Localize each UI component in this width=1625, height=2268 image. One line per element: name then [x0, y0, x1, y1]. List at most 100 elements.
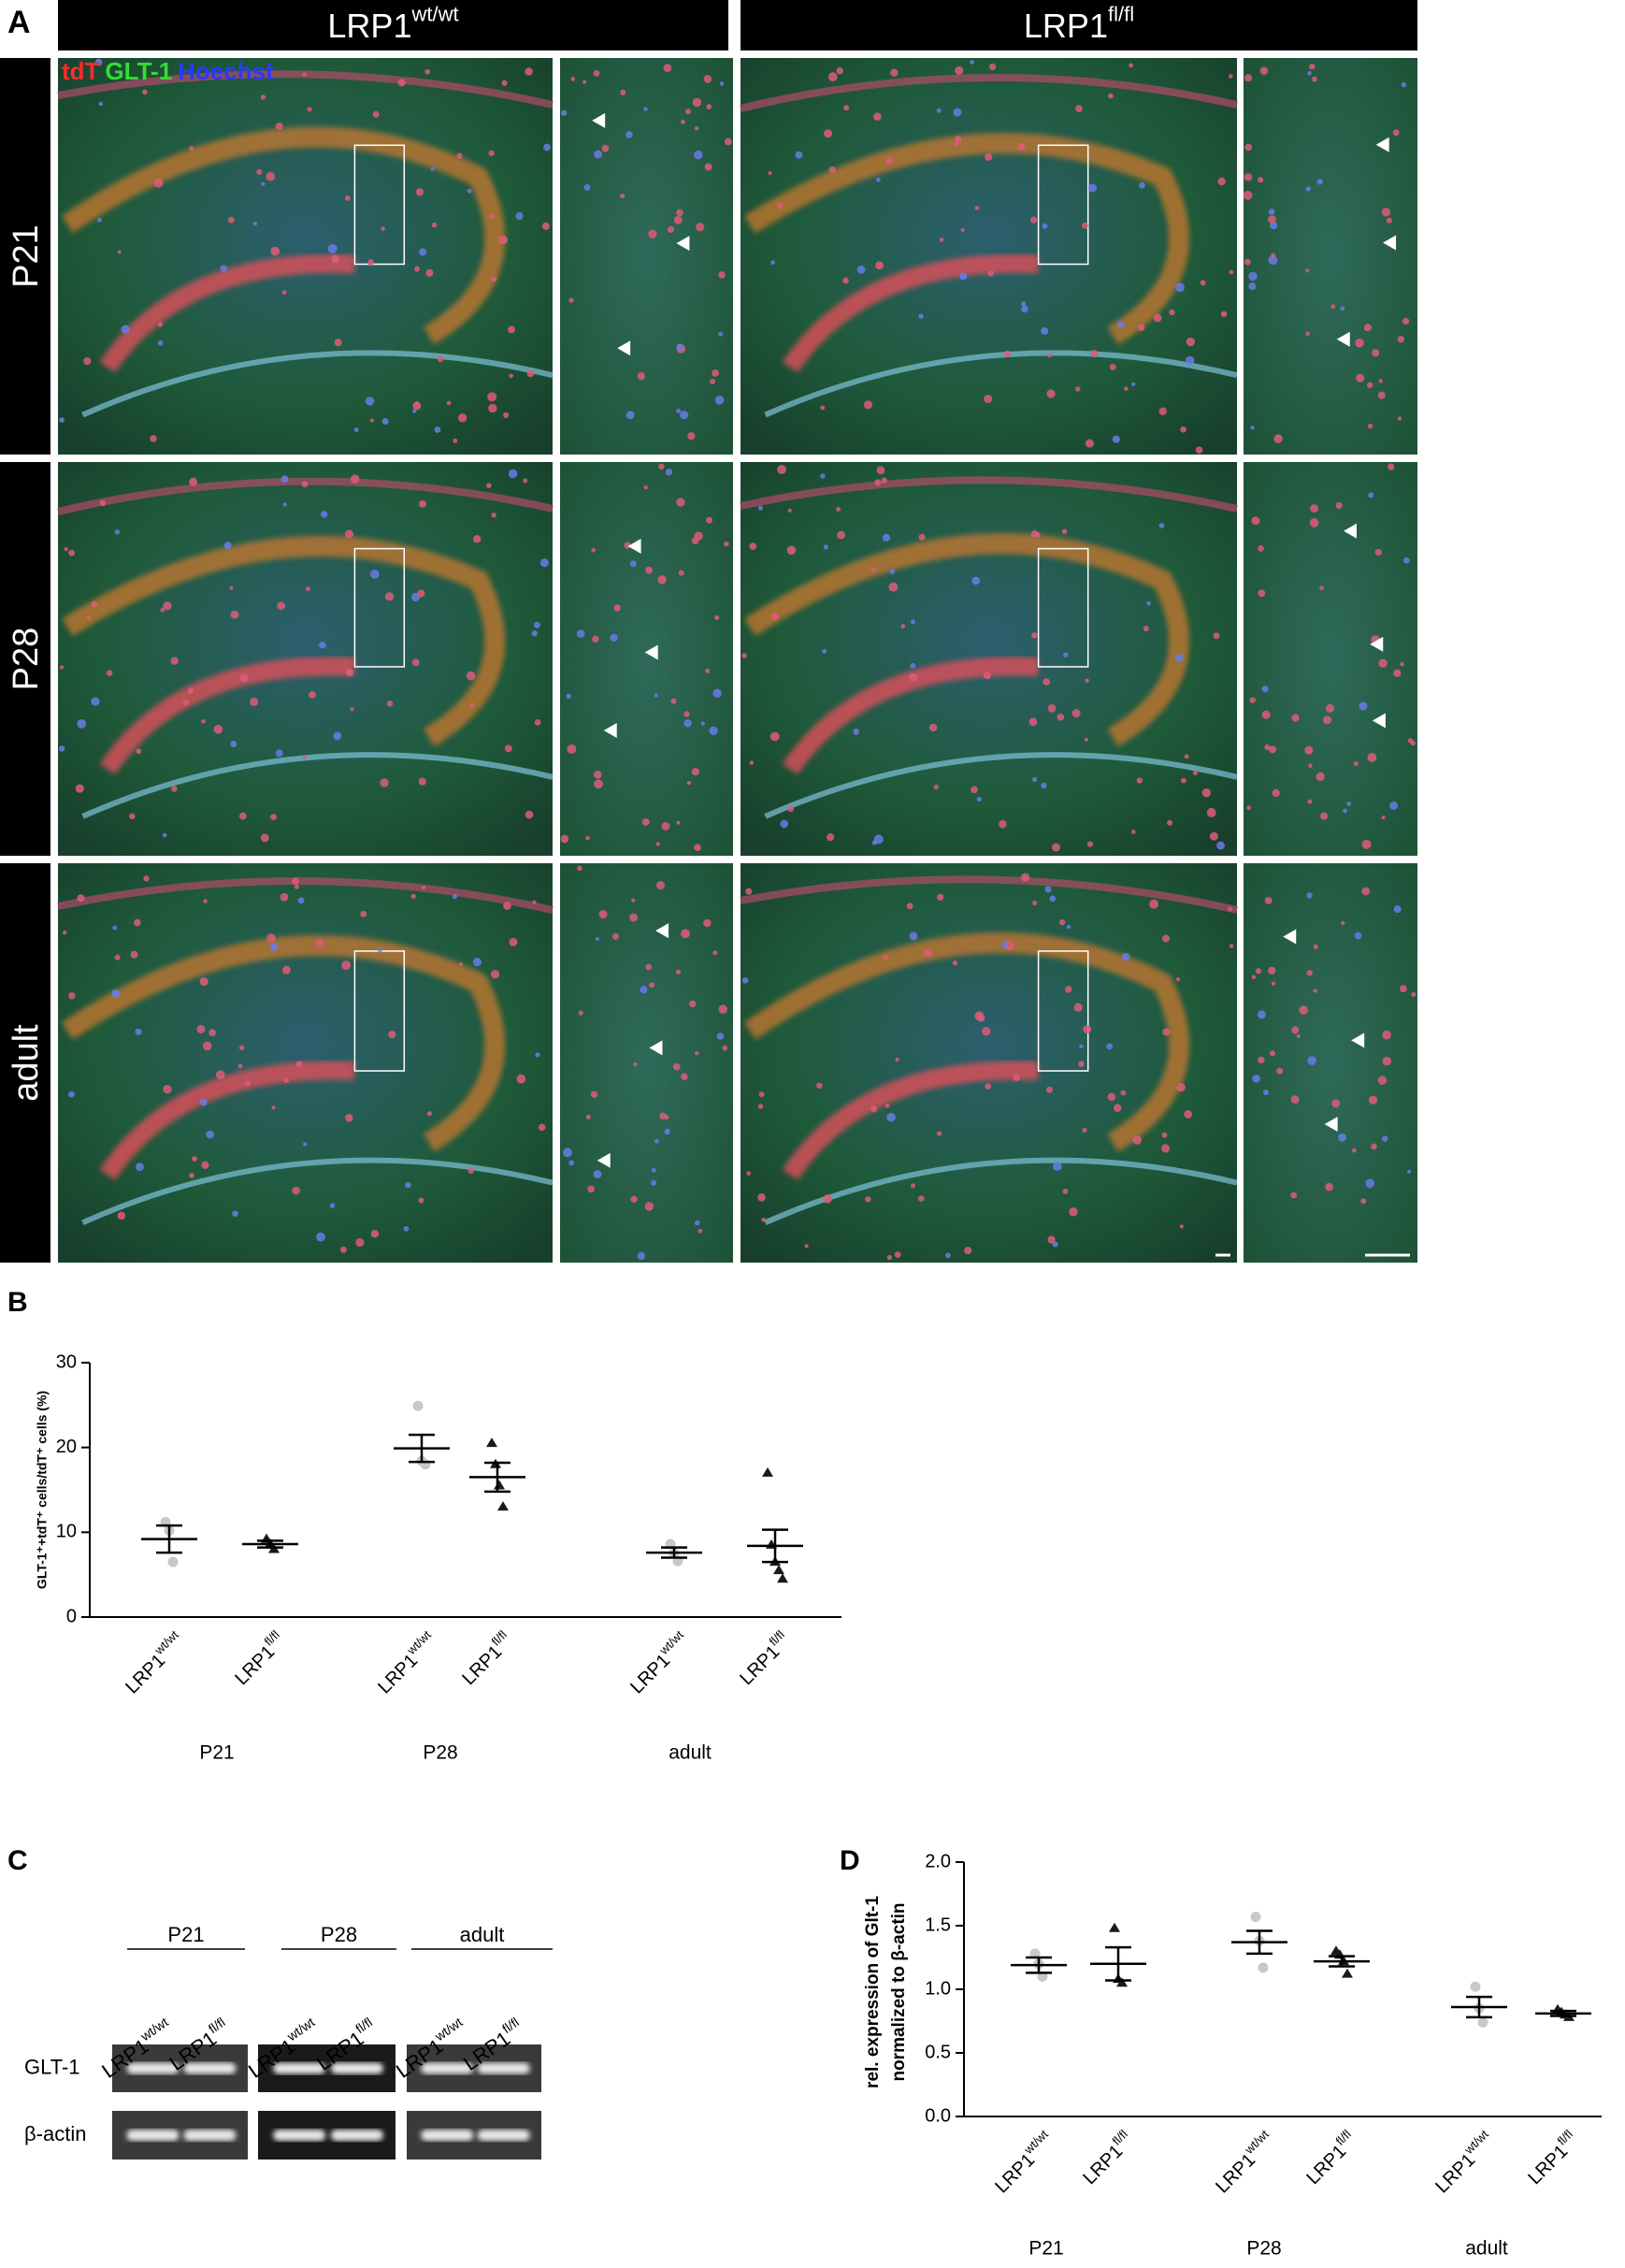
ca-band: [744, 533, 1190, 747]
cell: [1041, 326, 1049, 335]
cell: [820, 405, 826, 411]
column-header: [741, 0, 1417, 51]
cell: [365, 397, 375, 406]
cell: [984, 395, 993, 404]
cell: [1402, 556, 1410, 564]
cell: [644, 1202, 654, 1211]
cell: [1228, 74, 1233, 79]
arrowhead: [603, 722, 617, 738]
x-tick-label-base: LRP1: [459, 1641, 507, 1689]
x-tick-label: LRP1fl/fl: [1521, 2128, 1583, 2189]
data-point: [412, 1400, 424, 1411]
cell: [280, 892, 289, 902]
cell: [431, 222, 438, 228]
cell: [341, 961, 352, 971]
cell: [504, 744, 512, 753]
cell: [1309, 518, 1319, 527]
cell: [683, 711, 690, 717]
cell: [1176, 1082, 1186, 1092]
cell: [613, 604, 621, 612]
cell: [201, 719, 206, 724]
ca-band: [62, 536, 506, 747]
cell: [827, 72, 838, 82]
cell: [718, 271, 726, 279]
cell: [694, 1050, 699, 1056]
arrowhead: [1344, 523, 1358, 539]
cell: [1109, 363, 1116, 370]
cell: [244, 1080, 252, 1087]
cell: [1186, 337, 1196, 347]
cell: [906, 903, 913, 910]
cell: [758, 1091, 765, 1098]
cell: [910, 662, 916, 669]
cell: [1244, 143, 1253, 152]
cell: [761, 1217, 767, 1222]
cell: [452, 893, 458, 900]
cell: [1367, 423, 1373, 429]
cell: [776, 202, 784, 209]
data-point: [773, 1565, 784, 1575]
cell: [1139, 181, 1145, 189]
cell: [384, 592, 395, 601]
cell: [593, 1170, 602, 1178]
cell: [1108, 93, 1114, 99]
cell: [203, 899, 208, 903]
dg-band: [782, 253, 1040, 373]
cell: [1161, 934, 1171, 943]
cell: [68, 1091, 75, 1098]
cell: [746, 1171, 751, 1176]
cell: [1273, 434, 1283, 443]
arrowhead: [1336, 331, 1350, 347]
cell: [610, 633, 618, 643]
gel-band: [183, 2062, 237, 2074]
cell: [1271, 981, 1276, 986]
column-title-base: LRP1: [327, 7, 411, 45]
cell: [426, 1111, 433, 1117]
cell: [684, 108, 691, 115]
cell: [1313, 944, 1318, 950]
cell: [691, 768, 699, 776]
cell: [836, 66, 843, 75]
cell: [501, 79, 508, 86]
cell: [295, 1061, 303, 1068]
cell: [1162, 1028, 1171, 1036]
cell: [266, 933, 276, 943]
dg-band: [782, 1061, 1040, 1180]
cell: [1368, 492, 1374, 498]
zoom-box: [353, 144, 406, 266]
cell: [881, 477, 887, 484]
micrograph: [560, 863, 733, 1263]
cell: [592, 635, 599, 643]
cell: [134, 918, 141, 927]
cell: [230, 610, 239, 619]
cell: [215, 1070, 225, 1080]
zoom-box: [1037, 950, 1089, 1072]
cell: [700, 721, 705, 726]
cell: [1272, 788, 1280, 798]
cell: [1175, 976, 1181, 982]
cell: [1368, 1095, 1378, 1105]
cell: [1161, 1132, 1168, 1138]
cell: [1017, 142, 1026, 151]
cell: [229, 585, 234, 590]
x-tick-label-base: LRP1: [1525, 2141, 1573, 2189]
ca-band: [744, 133, 1190, 345]
cortex-band: [740, 476, 1238, 513]
cell: [261, 181, 266, 186]
micrograph: [1244, 462, 1417, 856]
cell: [1401, 81, 1407, 88]
arrowhead: [617, 340, 631, 356]
cell: [1200, 280, 1206, 286]
cell: [171, 786, 178, 792]
x-tick-label-base: LRP1: [737, 1641, 784, 1689]
cell: [1084, 737, 1089, 743]
cell: [355, 1237, 365, 1248]
cell: [1269, 1050, 1276, 1057]
cell: [94, 58, 103, 66]
gel-band: [477, 2130, 530, 2141]
cell: [593, 69, 600, 77]
cell: [714, 395, 725, 405]
y-axis-label: normalized to β-actin: [889, 1902, 909, 2081]
cell: [1001, 941, 1009, 948]
cell: [136, 1163, 144, 1172]
